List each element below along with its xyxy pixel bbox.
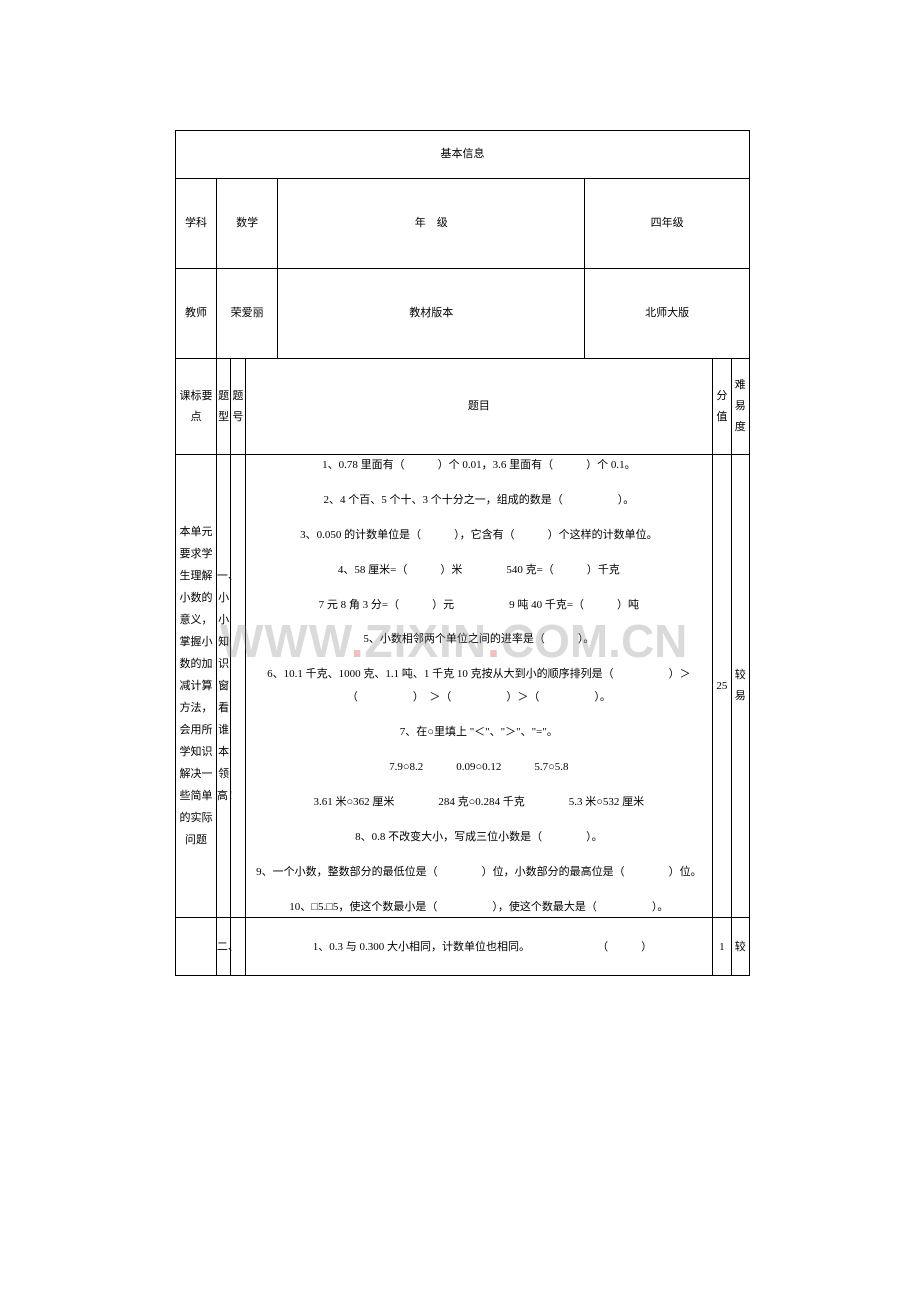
column-headers: 课标要点 题型 题号 题目 分值 难易度	[176, 359, 750, 455]
col-qno: 题号	[231, 359, 245, 455]
s1-no	[231, 455, 245, 918]
col-qtitle: 题目	[245, 359, 713, 455]
q3: 3、0.050 的计数单位是（ ），它含有（ ）个这样的计数单位。	[246, 525, 713, 546]
version-label: 教材版本	[278, 269, 585, 359]
page-container: 基本信息 学科 数学 年 级 四年级 教师 荣爱丽 教材版本 北师大版 课标要点…	[0, 0, 920, 1016]
s1-standard: 本单元要求学生理解小数的意义，掌握小数的加减计算方法，会用所学知识解决一些简单的…	[176, 455, 217, 918]
s2-question-cell: 1、0.3 与 0.300 大小相同，计数单位也相同。 （ ）	[245, 918, 713, 976]
teacher-value: 荣爱丽	[216, 269, 277, 359]
q10: 10、□5.□5，使这个数最小是（ ），使这个数最大是（ ）。	[246, 897, 713, 918]
s2-paren: （ ）	[597, 937, 652, 958]
subject-label: 学科	[176, 179, 217, 269]
s2-difficulty: 较	[731, 918, 749, 976]
s1-questions: 1、0.78 里面有（ ）个 0.01，3.6 里面有（ ）个 0.1。 2、4…	[245, 455, 713, 918]
q5: 5、小数相邻两个单位之间的进率是（ ）。	[246, 629, 713, 650]
s1-type: 一、小小知识窗看谁本领高！	[216, 455, 230, 918]
col-standard: 课标要点	[176, 359, 217, 455]
q7b: 3.61 米○362 厘米 284 克○0.284 千克 5.3 米○532 厘…	[246, 792, 713, 813]
col-qtype: 题型	[216, 359, 230, 455]
q4b: 7 元 8 角 3 分=（ ）元 9 吨 40 千克=（ ）吨	[246, 595, 713, 616]
q1: 1、0.78 里面有（ ）个 0.01，3.6 里面有（ ）个 0.1。	[246, 455, 713, 476]
section1-row: 本单元要求学生理解小数的意义，掌握小数的加减计算方法，会用所学知识解决一些简单的…	[176, 455, 750, 918]
s2-type: 二、	[216, 918, 230, 976]
s2-standard	[176, 918, 217, 976]
q4: 4、58 厘米=（ ）米 540 克=（ ）千克	[246, 560, 713, 581]
grade-label: 年 级	[278, 179, 585, 269]
grade-value: 四年级	[585, 179, 750, 269]
q2: 2、4 个百、5 个十、3 个十分之一，组成的数是（ ）。	[246, 490, 713, 511]
s1-difficulty: 较易	[731, 455, 749, 918]
basic-info-title: 基本信息	[176, 131, 750, 179]
main-table: 基本信息 学科 数学 年 级 四年级 教师 荣爱丽 教材版本 北师大版 课标要点…	[175, 130, 750, 976]
s2-score: 1	[713, 918, 731, 976]
q9: 9、一个小数，整数部分的最低位是（ ）位，小数部分的最高位是（ ）位。	[246, 862, 713, 883]
s1-score: 25	[713, 455, 731, 918]
subject-value: 数学	[216, 179, 277, 269]
s2-q1: 1、0.3 与 0.300 大小相同，计数单位也相同。	[313, 941, 530, 953]
q8: 8、0.8 不改变大小，写成三位小数是（ ）。	[246, 827, 713, 848]
teacher-row: 教师 荣爱丽 教材版本 北师大版	[176, 269, 750, 359]
q6b: （ ） ＞（ ）＞（ ）。	[246, 687, 713, 708]
q6a: 6、10.1 千克、1000 克、1.1 吨、1 千克 10 克按从大到小的顺序…	[246, 664, 713, 685]
teacher-label: 教师	[176, 269, 217, 359]
col-score: 分值	[713, 359, 731, 455]
q7: 7、在○里填上 "＜"、"＞"、"="。	[246, 722, 713, 743]
version-value: 北师大版	[585, 269, 750, 359]
q7a: 7.9○8.2 0.09○0.12 5.7○5.8	[246, 757, 713, 778]
subject-row: 学科 数学 年 级 四年级	[176, 179, 750, 269]
section2-row: 二、 1、0.3 与 0.300 大小相同，计数单位也相同。 （ ） 1 较	[176, 918, 750, 976]
col-difficulty: 难易度	[731, 359, 749, 455]
header-row: 基本信息	[176, 131, 750, 179]
